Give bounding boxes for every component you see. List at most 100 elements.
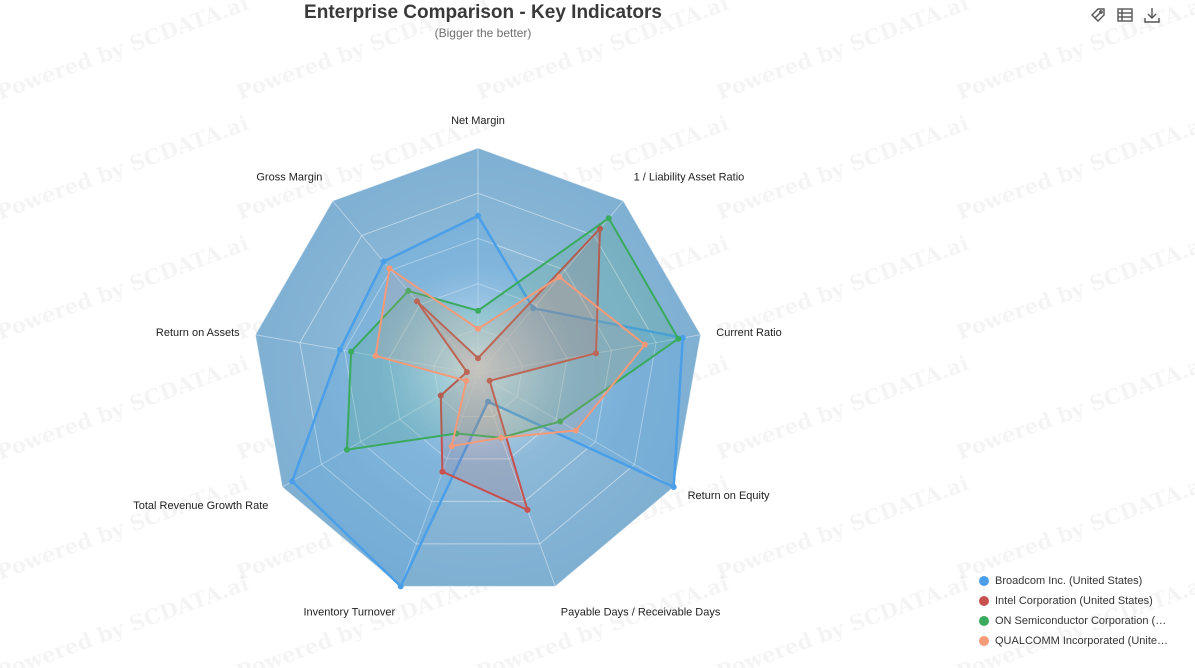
radar-grid-ring: [343, 237, 613, 502]
legend-label: Intel Corporation (United States): [995, 595, 1153, 607]
radar-series-point: [463, 369, 470, 375]
watermark-text: Powered by SCDATA.ai: [953, 470, 1195, 585]
watermark-text: Powered by SCDATA.ai: [0, 110, 252, 225]
radar-axis-line: [282, 373, 479, 488]
radar-series-point: [386, 265, 393, 272]
radar-series-point: [605, 215, 612, 222]
radar-series-point: [437, 392, 444, 399]
watermark-text: Powered by SCDATA.ai: [953, 230, 1195, 345]
radar-background-glow: [255, 148, 701, 587]
radar-series-0: [289, 212, 686, 590]
radar-series-point: [475, 212, 481, 219]
radar-series: [289, 212, 686, 590]
watermark-text: Powered by SCDATA.ai: [953, 110, 1195, 225]
radar-axis-label: 1 / Liability Asset Ratio: [634, 172, 745, 184]
radar-series-point: [337, 346, 343, 353]
watermark-text: Powered by SCDATA.ai: [233, 0, 492, 105]
radar-series-area: [416, 227, 601, 511]
radar-axis-line: [400, 373, 479, 587]
chart-title: Enterprise Comparison - Key Indicators: [304, 2, 662, 23]
legend-label: QUALCOMM Incorporated (United ...: [995, 635, 1171, 647]
radar-axis-line: [477, 373, 556, 587]
legend-label: Broadcom Inc. (United States): [995, 575, 1143, 587]
radar-series-point: [498, 434, 505, 441]
legend-item-onsemi[interactable]: ON Semiconductor Corporation (U...: [979, 611, 1171, 631]
watermark-text: Powered by SCDATA.ai: [713, 470, 972, 585]
radar-series-area: [345, 217, 680, 451]
watermark-text: Powered by SCDATA.ai: [0, 0, 252, 105]
watermark-text: Powered by SCDATA.ai: [0, 470, 252, 585]
chart-toolbox: [1089, 6, 1161, 24]
data-view-icon[interactable]: [1116, 6, 1134, 24]
radar-grid-ring: [299, 192, 657, 545]
radar-axis-labels: Net Margin 1 / Liability Asset Ratio Curre…: [133, 115, 781, 618]
radar-series-point: [475, 355, 481, 362]
radar-series-1: [414, 225, 603, 513]
legend-dot: [979, 596, 989, 606]
radar-series-point: [572, 427, 579, 434]
radar-series-2: [343, 215, 682, 453]
legend: Broadcom Inc. (United States) Intel Corp…: [979, 571, 1171, 651]
radar-axis-label: Return on Assets: [156, 327, 240, 339]
radar-series-point: [448, 443, 455, 450]
watermark-text: Powered by SCDATA.ai: [473, 0, 732, 105]
radar-series-point: [343, 446, 350, 453]
radar-series-point: [289, 478, 296, 485]
radar-axis-label: Inventory Turnover: [303, 606, 395, 618]
watermark-text: Powered by SCDATA.ai: [713, 350, 972, 465]
radar-series-point: [414, 298, 420, 305]
radar-axis-line: [255, 334, 479, 375]
radar-series-3: [372, 265, 648, 450]
radar-axis-line: [332, 200, 479, 375]
radar-series-point: [557, 418, 564, 425]
watermark-text: Powered by SCDATA.ai: [713, 0, 972, 105]
chart-subtitle: (Bigger the better): [434, 26, 532, 40]
radar-series-point: [475, 307, 481, 314]
radar-series-point: [524, 506, 531, 513]
legend-dot: [979, 636, 989, 646]
radar-axis-label: Current Ratio: [716, 327, 781, 339]
radar-series-point: [372, 352, 379, 359]
radar-axis-label: Return on Equity: [688, 490, 770, 502]
legend-dot: [979, 576, 989, 586]
radar-grid: [254, 147, 702, 587]
radar-series-point: [485, 398, 491, 405]
radar-series-point: [475, 325, 481, 332]
watermark-text: Powered by SCDATA.ai: [953, 350, 1195, 465]
radar-axis-label: Net Margin: [451, 115, 505, 127]
radar-axis-label: Total Revenue Growth Rate: [133, 500, 268, 512]
watermark-text: Powered by SCDATA.ai: [953, 0, 1195, 105]
radar-series-point: [597, 225, 603, 232]
radar-series-area: [374, 267, 646, 448]
watermark-text: Powered by SCDATA.ai: [713, 110, 972, 225]
watermark-text: Powered by SCDATA.ai: [713, 570, 972, 668]
legend-dot: [979, 616, 989, 626]
radar-axis-label: Payable Days / Receivable Days: [561, 606, 721, 618]
radar-series-point: [556, 274, 563, 280]
radar-series-point: [675, 335, 682, 342]
radar-series-point: [348, 348, 355, 355]
watermark-text: Powered by SCDATA.ai: [0, 570, 252, 668]
radar-series-point: [405, 287, 412, 294]
radar-series-point: [380, 258, 387, 265]
radar-series-point: [463, 377, 470, 384]
radar-series-point: [397, 583, 404, 590]
radar-series-point: [530, 305, 537, 312]
legend-label: ON Semiconductor Corporation (U...: [995, 615, 1171, 627]
radar-series-point: [593, 350, 599, 357]
radar-axis-label: Gross Margin: [256, 172, 322, 184]
label-tag-icon[interactable]: [1089, 6, 1107, 24]
radar-series-point: [641, 341, 648, 348]
radar-series-point: [486, 377, 493, 384]
radar-grid-ring: [432, 328, 524, 417]
legend-item-qualcomm[interactable]: QUALCOMM Incorporated (United ...: [979, 631, 1171, 651]
radar-series-point: [439, 468, 446, 475]
legend-item-broadcom[interactable]: Broadcom Inc. (United States): [979, 571, 1171, 591]
radar-grid-ring: [388, 283, 568, 460]
watermark-text: Powered by SCDATA.ai: [0, 350, 252, 465]
radar-series-point: [670, 484, 677, 490]
legend-item-intel[interactable]: Intel Corporation (United States): [979, 591, 1171, 611]
download-icon[interactable]: [1143, 6, 1161, 24]
radar-grid-ring: [254, 147, 702, 587]
